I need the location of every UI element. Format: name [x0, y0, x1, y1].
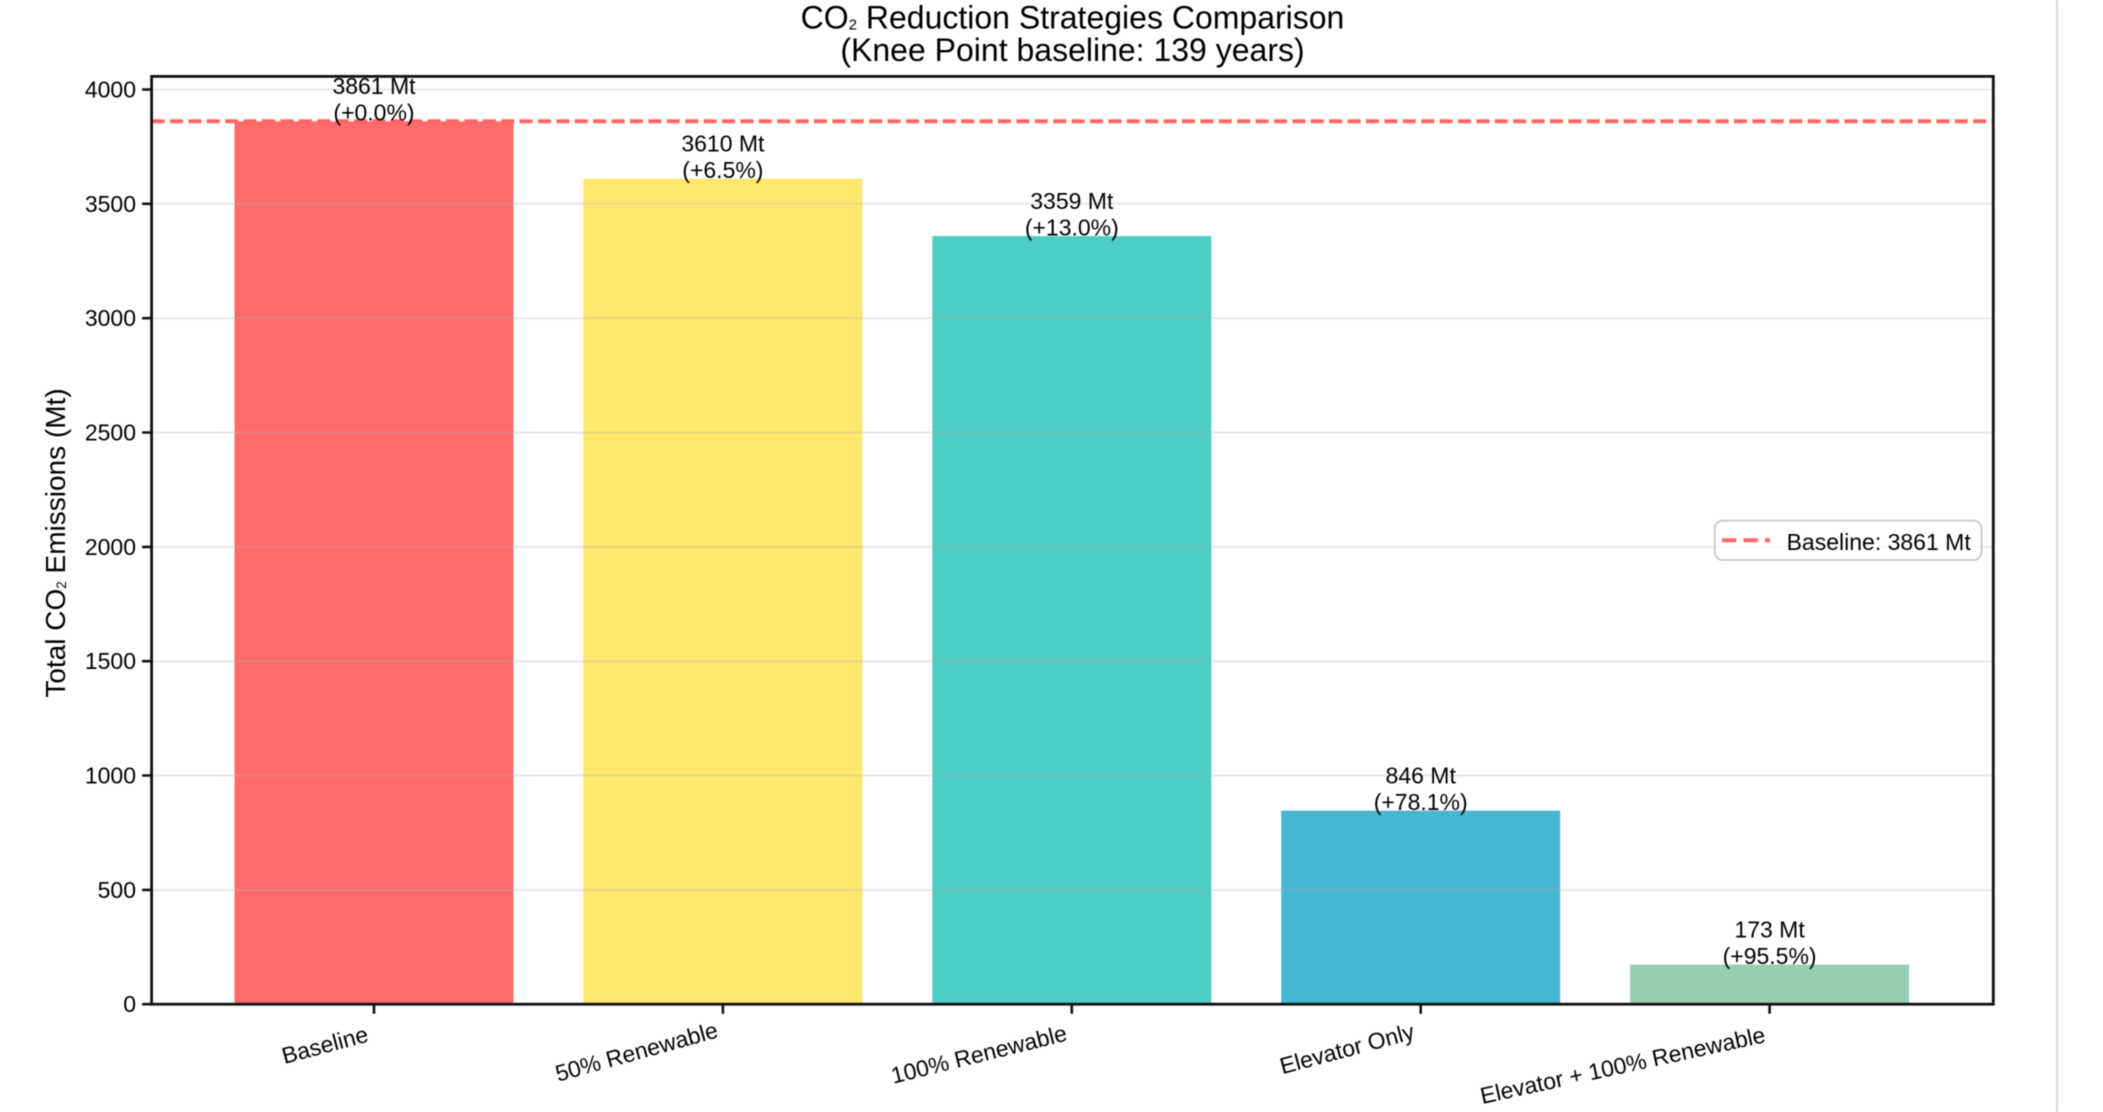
svg-text:Baseline: 3861 Mt: Baseline: 3861 Mt — [1787, 529, 1972, 555]
svg-text:3000: 3000 — [85, 305, 136, 331]
svg-text:2000: 2000 — [85, 534, 136, 560]
svg-text:4000: 4000 — [85, 77, 136, 103]
svg-text:1500: 1500 — [85, 648, 136, 674]
svg-text:(+95.5%): (+95.5%) — [1723, 943, 1817, 969]
svg-text:500: 500 — [98, 877, 136, 903]
svg-text:(+13.0%): (+13.0%) — [1025, 214, 1119, 240]
svg-text:3610 Mt: 3610 Mt — [681, 130, 765, 156]
svg-text:(+78.1%): (+78.1%) — [1374, 789, 1468, 815]
svg-text:3861 Mt: 3861 Mt — [332, 73, 416, 99]
svg-text:173 Mt: 173 Mt — [1734, 916, 1805, 942]
svg-text:(Knee Point baseline: 139 year: (Knee Point baseline: 139 years) — [840, 32, 1304, 68]
svg-text:CO2 Reduction Strategies Compa: CO2 Reduction Strategies Comparison — [801, 0, 1345, 36]
svg-text:(+0.0%): (+0.0%) — [333, 100, 414, 126]
svg-text:(+6.5%): (+6.5%) — [682, 157, 763, 183]
svg-text:0: 0 — [123, 991, 136, 1017]
svg-text:846 Mt: 846 Mt — [1386, 762, 1457, 788]
svg-text:3359 Mt: 3359 Mt — [1030, 188, 1114, 214]
svg-text:1000: 1000 — [85, 763, 136, 789]
svg-text:3500: 3500 — [85, 191, 136, 217]
svg-text:2500: 2500 — [85, 420, 136, 446]
svg-text:Total CO2 Emissions (Mt): Total CO2 Emissions (Mt) — [40, 388, 71, 697]
